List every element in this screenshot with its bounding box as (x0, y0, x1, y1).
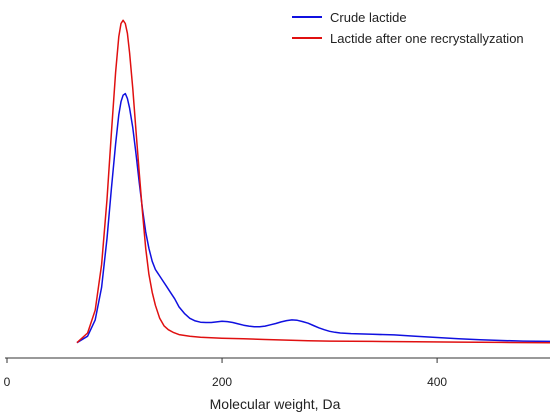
series-line-2 (76, 19, 550, 344)
x-tick-label: 400 (427, 375, 447, 389)
x-tick-label: 200 (212, 375, 232, 389)
legend-label-2: Lactide after one recrystallyzation (330, 31, 524, 46)
legend: Crude lactide Lactide after one recrystal… (292, 10, 524, 46)
x-tick-label: 0 (4, 375, 11, 389)
series-line-1 (76, 92, 550, 344)
x-axis-label: Molecular weight, Da (210, 396, 341, 412)
series-lines (76, 19, 550, 344)
legend-label-1: Crude lactide (330, 10, 407, 25)
x-axis-ticks: 0 200 400 (4, 358, 447, 389)
